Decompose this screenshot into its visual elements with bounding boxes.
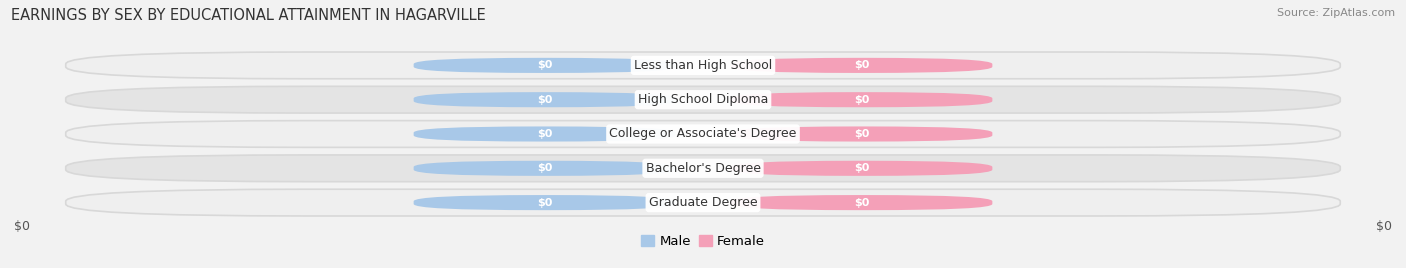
FancyBboxPatch shape	[731, 126, 993, 142]
Text: Source: ZipAtlas.com: Source: ZipAtlas.com	[1277, 8, 1395, 18]
Text: Graduate Degree: Graduate Degree	[648, 196, 758, 209]
FancyBboxPatch shape	[731, 161, 993, 176]
Text: $0: $0	[14, 221, 30, 233]
Text: $0: $0	[853, 129, 869, 139]
Text: $0: $0	[853, 198, 869, 208]
Text: $0: $0	[537, 129, 553, 139]
Text: High School Diploma: High School Diploma	[638, 93, 768, 106]
Text: $0: $0	[537, 60, 553, 70]
FancyBboxPatch shape	[413, 92, 675, 107]
Text: $0: $0	[537, 163, 553, 173]
FancyBboxPatch shape	[413, 126, 675, 142]
FancyBboxPatch shape	[731, 195, 993, 210]
FancyBboxPatch shape	[413, 195, 675, 210]
FancyBboxPatch shape	[66, 86, 1340, 113]
FancyBboxPatch shape	[413, 161, 675, 176]
Text: College or Associate's Degree: College or Associate's Degree	[609, 128, 797, 140]
FancyBboxPatch shape	[66, 189, 1340, 216]
Text: Less than High School: Less than High School	[634, 59, 772, 72]
Text: $0: $0	[853, 95, 869, 105]
Text: EARNINGS BY SEX BY EDUCATIONAL ATTAINMENT IN HAGARVILLE: EARNINGS BY SEX BY EDUCATIONAL ATTAINMEN…	[11, 8, 486, 23]
FancyBboxPatch shape	[66, 121, 1340, 147]
FancyBboxPatch shape	[731, 58, 993, 73]
Legend: Male, Female: Male, Female	[638, 233, 768, 251]
Text: $0: $0	[853, 163, 869, 173]
Text: Bachelor's Degree: Bachelor's Degree	[645, 162, 761, 175]
Text: $0: $0	[853, 60, 869, 70]
FancyBboxPatch shape	[66, 155, 1340, 182]
FancyBboxPatch shape	[413, 58, 675, 73]
Text: $0: $0	[537, 95, 553, 105]
Text: $0: $0	[537, 198, 553, 208]
FancyBboxPatch shape	[731, 92, 993, 107]
Text: $0: $0	[1376, 221, 1392, 233]
FancyBboxPatch shape	[66, 52, 1340, 79]
